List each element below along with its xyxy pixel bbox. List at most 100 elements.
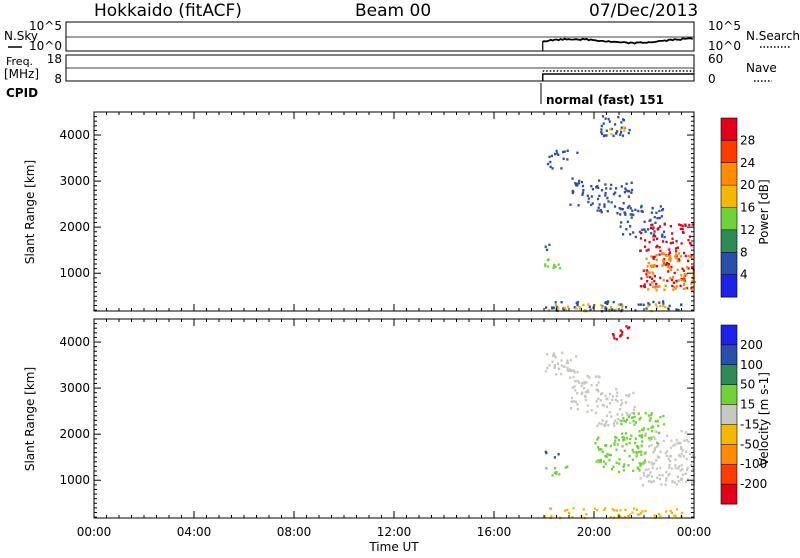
echo-cell <box>669 259 672 262</box>
echo-cell <box>679 227 682 231</box>
echo-cell <box>555 472 558 475</box>
echo-cell <box>640 450 643 453</box>
echo-cell <box>675 253 678 256</box>
echo-cell <box>604 183 607 186</box>
echo-cell <box>551 167 554 170</box>
echo-cell <box>560 359 563 362</box>
echo-cell <box>608 453 611 457</box>
echo-cell <box>656 217 659 220</box>
echo-cell <box>576 403 579 406</box>
echo-cell <box>590 203 593 207</box>
echo-cell <box>598 376 601 379</box>
echo-cell <box>616 413 619 416</box>
echo-cell <box>627 415 631 419</box>
echo-cell <box>653 255 656 258</box>
echo-cell <box>639 464 642 468</box>
echo-cell <box>576 301 579 304</box>
echo-cell <box>642 303 645 306</box>
echo-cell <box>625 189 628 192</box>
echo-cell <box>627 326 630 330</box>
echo-cell <box>642 471 645 475</box>
echo-cell <box>545 248 549 251</box>
echo-cell <box>601 450 604 454</box>
echo-cell <box>667 457 670 461</box>
echo-cell <box>608 402 612 405</box>
colorbar-tick-label: 100 <box>740 358 763 372</box>
echo-cell <box>573 371 576 374</box>
echo-cell <box>621 207 624 211</box>
echo-cell <box>669 255 672 258</box>
echo-cell <box>657 512 660 516</box>
echo-cell <box>651 425 655 429</box>
noise-right-tick-bottom: 10^0 <box>708 39 741 53</box>
echo-cell <box>569 407 573 410</box>
echo-cell <box>658 216 661 220</box>
echo-cell <box>650 426 653 429</box>
echo-cell <box>616 212 619 215</box>
echo-cell <box>555 470 558 474</box>
echo-cell <box>675 483 678 486</box>
echo-cell <box>630 191 633 194</box>
echo-cell <box>621 330 624 334</box>
echo-cell <box>666 262 669 265</box>
echo-cell <box>605 444 608 447</box>
echo-cell <box>639 477 642 480</box>
echo-cell <box>554 467 557 470</box>
echo-cell <box>664 263 668 266</box>
echo-cell <box>680 274 683 277</box>
echo-cell <box>562 150 565 154</box>
echo-cell <box>653 435 656 438</box>
echo-cell <box>555 373 558 376</box>
echo-cell <box>658 246 661 249</box>
echo-cell <box>647 480 650 483</box>
x-tick-label: 20:00 <box>577 525 612 539</box>
echo-cell <box>655 459 658 462</box>
echo-cell <box>652 480 656 483</box>
echo-cell <box>546 353 549 356</box>
echo-cell <box>653 233 656 236</box>
echo-cell <box>673 514 676 517</box>
echo-cell <box>552 306 555 309</box>
echo-cell <box>594 375 597 378</box>
echo-cell <box>662 230 666 233</box>
echo-cell <box>645 307 648 310</box>
echo-cell <box>608 120 611 123</box>
echo-cell <box>619 509 622 512</box>
echo-cell <box>618 207 621 210</box>
power-y-ticks: 1000 2000 3000 4000 <box>59 111 694 311</box>
echo-cell <box>625 228 628 231</box>
velocity-x-ticks <box>93 319 695 518</box>
echo-cell <box>637 209 640 213</box>
echo-cell <box>623 463 626 466</box>
echo-cell <box>663 223 666 226</box>
echo-cell <box>619 329 622 332</box>
echo-cell <box>595 384 598 387</box>
echo-cell <box>664 510 668 513</box>
colorbar-swatch <box>721 424 737 445</box>
echo-cell <box>668 455 671 458</box>
echo-cell <box>680 278 683 282</box>
echo-cell <box>639 249 642 252</box>
echo-cell <box>581 193 584 196</box>
echo-cell <box>653 462 656 465</box>
echo-cell <box>622 469 626 472</box>
echo-cell <box>633 415 636 419</box>
echo-cell <box>640 204 643 208</box>
echo-cell <box>643 285 647 289</box>
echo-cell <box>650 480 653 483</box>
echo-cell <box>585 381 588 384</box>
echo-cell <box>606 397 609 400</box>
colorbar-tick-label: 20 <box>740 178 755 192</box>
echo-cell <box>581 184 585 188</box>
echo-cell <box>609 444 612 448</box>
echo-cell <box>629 225 632 228</box>
echo-cell <box>682 455 685 458</box>
echo-cell <box>595 186 598 189</box>
echo-cell <box>611 308 614 311</box>
echo-cell <box>683 439 686 442</box>
echo-cell <box>623 126 626 129</box>
echo-cell <box>607 300 610 303</box>
echo-cell <box>645 272 648 276</box>
echo-cell <box>682 269 685 272</box>
echo-cell <box>616 400 619 403</box>
